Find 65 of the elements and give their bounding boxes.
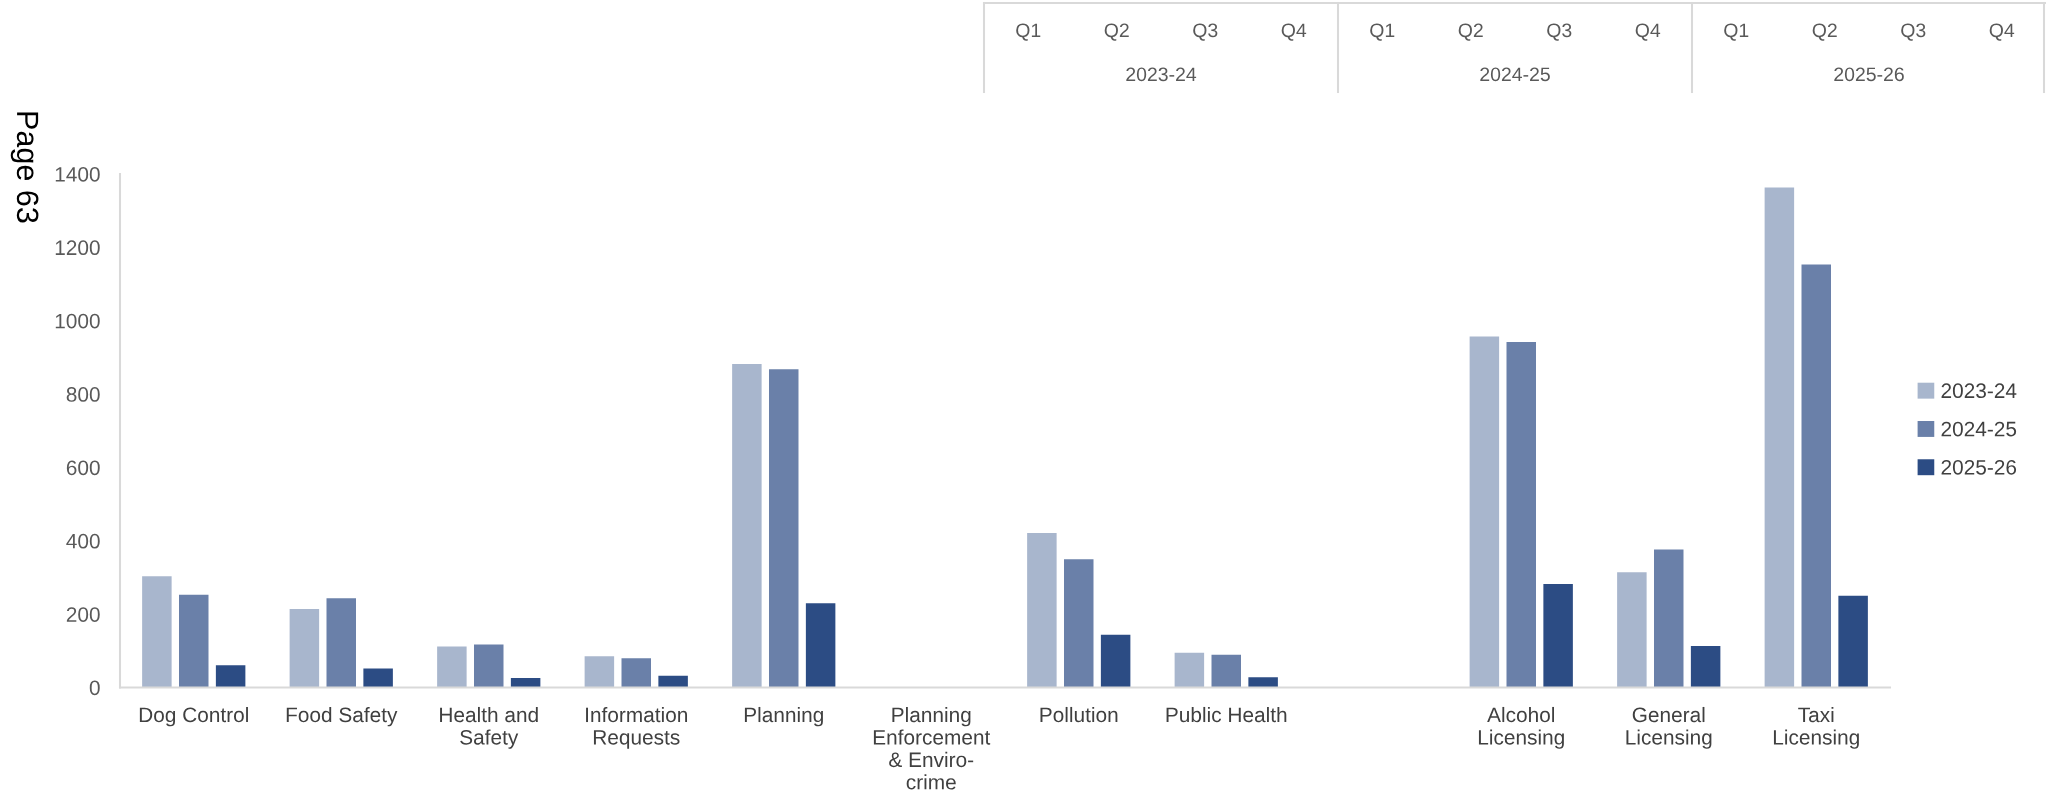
bar — [1764, 187, 1795, 688]
x-tick-label: Alcohol Licensing — [1478, 706, 1564, 749]
bar — [1469, 336, 1500, 688]
x-tick-label: Public Health — [1166, 706, 1287, 723]
x-tick-label: Planning — [744, 706, 823, 727]
bar — [1211, 654, 1241, 688]
x-tick-label: Taxi Licensing — [1773, 706, 1859, 749]
bar — [142, 576, 172, 688]
y-tick-label: 400 — [66, 533, 100, 549]
legend-label: 2023-24 — [1941, 383, 2017, 399]
text: Q4 — [1989, 23, 2015, 41]
bar — [474, 644, 504, 688]
bar — [1617, 572, 1647, 688]
bar — [1543, 584, 1573, 688]
bar — [732, 363, 762, 688]
bar — [1690, 646, 1721, 688]
x-tick-label: Pollution — [1040, 706, 1118, 723]
text: Q1 — [1016, 23, 1041, 41]
bar — [1801, 264, 1831, 688]
bar — [1100, 634, 1131, 688]
bar — [769, 369, 799, 688]
bar — [437, 646, 467, 688]
bar — [584, 656, 615, 688]
bar — [1506, 341, 1536, 688]
text: Q4 — [1635, 23, 1661, 41]
bar — [805, 603, 836, 688]
text: Page 63 — [10, 112, 39, 223]
x-tick-label: General Licensing — [1626, 706, 1712, 749]
bar — [1838, 595, 1868, 688]
legend-label: 2024-25 — [1941, 421, 2017, 437]
y-tick-label: 600 — [66, 460, 100, 476]
text: 2025-26 — [1834, 67, 1904, 82]
text: 2023-24 — [1126, 67, 1197, 82]
bar — [363, 668, 393, 688]
bar — [1027, 533, 1057, 688]
text: Q2 — [1104, 23, 1129, 41]
bar — [179, 594, 209, 688]
y-tick-label: 200 — [66, 607, 100, 622]
text: 2024-25 — [1480, 67, 1550, 82]
bar — [326, 598, 356, 688]
text: Q4 — [1281, 23, 1307, 41]
text: Q3 — [1901, 23, 1926, 41]
x-tick-label: Planning Enforcement & Enviro- crime — [873, 706, 991, 790]
text: Q3 — [1193, 23, 1218, 41]
bar — [1654, 549, 1684, 688]
y-tick-label: 1400 — [55, 167, 100, 182]
text: Q1 — [1370, 23, 1395, 41]
y-tick-label: 1200 — [55, 240, 100, 256]
x-tick-label: Dog Control — [139, 706, 248, 727]
text: Q1 — [1724, 23, 1749, 41]
bar — [289, 609, 320, 688]
x-tick-label: Health and Safety — [440, 706, 538, 749]
text: Q2 — [1812, 23, 1837, 41]
legend-label: 2025-26 — [1941, 459, 2017, 475]
x-tick-label: Information Requests — [586, 706, 688, 749]
text: Q2 — [1458, 23, 1483, 41]
bar — [621, 658, 651, 688]
bar — [1174, 652, 1205, 688]
bar — [215, 665, 246, 688]
bar — [1064, 559, 1094, 688]
y-tick-label: 800 — [66, 387, 100, 402]
y-tick-label: 0 — [89, 680, 100, 696]
x-tick-label: Food Safety — [286, 706, 398, 727]
y-tick-label: 1000 — [55, 313, 100, 329]
text: Q3 — [1547, 23, 1572, 41]
